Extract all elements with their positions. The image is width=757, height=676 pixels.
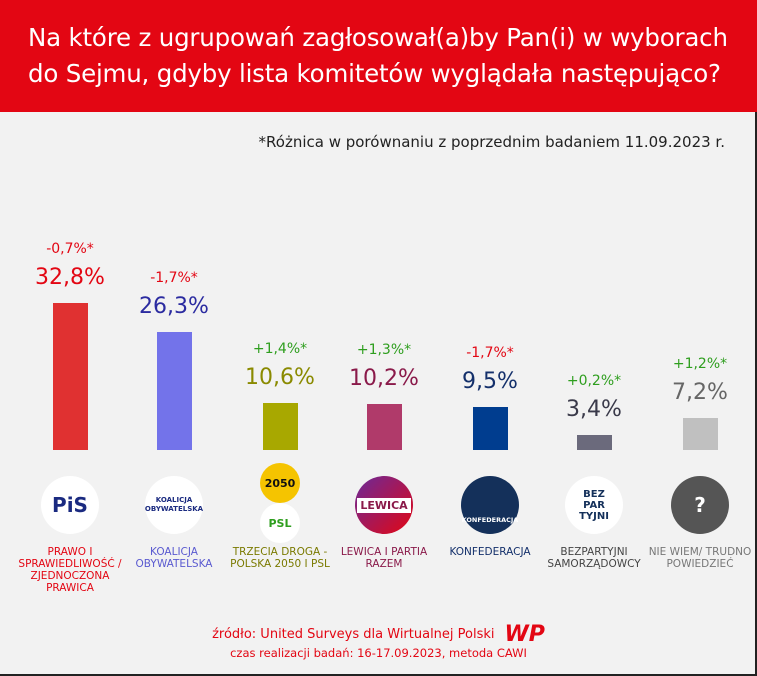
category-label: NIE WIEM/ TRUDNO POWIEDZIEĆ: [648, 546, 752, 570]
value-label: 10,6%: [245, 364, 315, 390]
change-label: -1,7%*: [150, 270, 198, 287]
logo-bezpartyjni: BEZ PAR TYJNI: [565, 476, 623, 534]
category-label: KOALICJA OBYWATELSKA: [135, 546, 213, 570]
category-label: BEZPARTYJNI SAMORZĄDOWCY: [547, 546, 641, 570]
value-label: 10,2%: [349, 366, 419, 392]
logo-text: PSL: [268, 516, 292, 530]
footnote: *Różnica w porównaniu z poprzednim badan…: [258, 133, 725, 151]
bar: [576, 434, 612, 450]
value-label: 26,3%: [139, 294, 209, 320]
logo-text: ?: [694, 493, 706, 517]
value-label: 7,2%: [672, 379, 728, 405]
bar: [682, 417, 718, 450]
logo-text: KOALICJA OBYWATELSKA: [144, 496, 204, 513]
logo-lewica: LEWICA: [355, 476, 413, 534]
logo-text: KONFEDERACJA: [461, 516, 519, 524]
method-text: czas realizacji badań: 16-17.09.2023, me…: [230, 646, 527, 660]
wp-logo: WP: [504, 622, 545, 647]
change-label: -0,7%*: [46, 241, 94, 258]
source-line: źródło: United Surveys dla Wirtualnej Po…: [0, 622, 757, 647]
logo-2050: 2050: [260, 463, 300, 503]
logo-ko: KOALICJA OBYWATELSKA: [145, 476, 203, 534]
bar: [262, 402, 298, 450]
value-label: 32,8%: [35, 265, 105, 291]
logo-text: PiS: [52, 493, 88, 517]
bar-chart: 32,8% -0,7%* 26,3% -1,7%* 10,6% +1,4%* 10,2% +1…: [0, 230, 757, 460]
chart-title: Na które z ugrupowań zagłosował(a)by Pan…: [0, 0, 757, 112]
logo-text: 2050: [264, 476, 296, 490]
logo-nie-wiem: ?: [671, 476, 729, 534]
bar: [156, 332, 192, 450]
logo-psl: PSL: [260, 503, 300, 543]
category-label: KONFEDERACJA: [449, 546, 531, 558]
change-label: +1,3%*: [356, 342, 412, 359]
logo-pis: PiS: [41, 476, 99, 534]
logo-text: BEZ PAR TYJNI: [579, 488, 609, 522]
category-label: TRZECIA DROGA - POLSKA 2050 I PSL: [230, 546, 330, 570]
change-label: +0,2%*: [566, 372, 622, 389]
bar: [366, 404, 402, 450]
value-label: 3,4%: [566, 396, 622, 422]
change-label: +1,2%*: [672, 355, 728, 372]
value-label: 9,5%: [462, 369, 518, 395]
logo-text: LEWICA: [357, 497, 411, 513]
change-label: -1,7%*: [466, 345, 514, 362]
logo-konfederacja: KONFEDERACJA: [461, 476, 519, 534]
category-label: PRAWO I SPRAWIEDLIWOŚĆ / ZJEDNOCZONA PRA…: [18, 546, 122, 594]
source-text: źródło: United Surveys dla Wirtualnej Po…: [212, 627, 495, 642]
category-label: LEWICA I PARTIA RAZEM: [340, 546, 428, 570]
change-label: +1,4%*: [252, 340, 308, 357]
bar: [52, 303, 88, 450]
bar: [472, 407, 508, 450]
